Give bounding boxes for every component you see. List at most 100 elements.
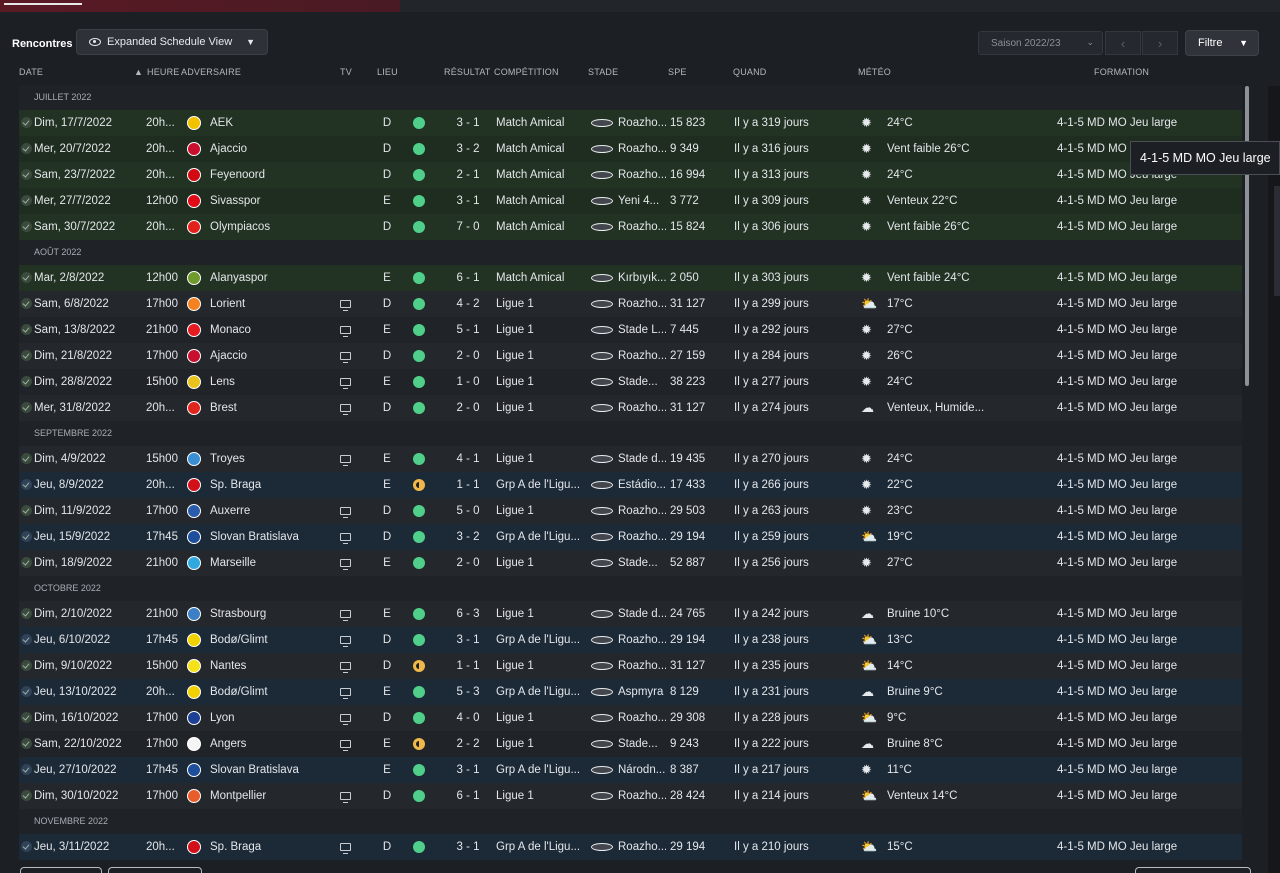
match-result[interactable]: 2 - 0: [456, 402, 480, 414]
opponent-link[interactable]: Lyon: [210, 712, 235, 724]
match-result[interactable]: 4 - 1: [456, 453, 480, 465]
opponent-link[interactable]: Ajaccio: [210, 143, 248, 155]
opponent-link[interactable]: Sivasspor: [210, 195, 261, 207]
competition-link[interactable]: Match Amical: [496, 143, 565, 155]
opponent-link[interactable]: Angers: [210, 738, 247, 750]
competition-link[interactable]: Ligue 1: [496, 350, 534, 362]
match-result[interactable]: 3 - 1: [456, 195, 480, 207]
header-quand[interactable]: QUAND: [733, 67, 767, 77]
fixture-row[interactable]: Jeu, 15/9/2022 17h45 Slovan Bratislava D…: [19, 524, 1242, 550]
stadium-link[interactable]: Estádio...: [618, 479, 666, 491]
view-selector-button[interactable]: Expanded Schedule View ▼: [76, 29, 268, 55]
stadium-link[interactable]: Roazho...: [618, 169, 666, 181]
season-dropdown[interactable]: Saison 2022/23 ⌄: [978, 31, 1103, 55]
competition-link[interactable]: Grp A de l'Ligu...: [496, 764, 581, 776]
competition-link[interactable]: Ligue 1: [496, 660, 534, 672]
header-resultat[interactable]: RÉSULTAT: [444, 67, 491, 77]
fixture-row[interactable]: Dim, 11/9/2022 17h00 Auxerre D 5 - 0 Lig…: [19, 498, 1242, 524]
opponent-link[interactable]: Slovan Bratislava: [210, 764, 299, 776]
opponent-link[interactable]: Feyenoord: [210, 169, 265, 181]
competition-link[interactable]: Match Amical: [496, 272, 565, 284]
fixture-row[interactable]: Jeu, 6/10/2022 17h45 Bodø/Glimt D 3 - 1 …: [19, 627, 1242, 653]
stadium-link[interactable]: Roazho...: [618, 143, 666, 155]
stadium-link[interactable]: Roazho...: [618, 660, 666, 672]
competition-link[interactable]: Match Amical: [496, 221, 565, 233]
bottom-button-3[interactable]: [1135, 867, 1251, 873]
competition-link[interactable]: Ligue 1: [496, 376, 534, 388]
match-result[interactable]: 5 - 0: [456, 505, 480, 517]
competition-link[interactable]: Ligue 1: [496, 453, 534, 465]
stadium-link[interactable]: Roazho...: [618, 505, 666, 517]
fixture-row[interactable]: Dim, 28/8/2022 15h00 Lens E 1 - 0 Ligue …: [19, 369, 1242, 395]
opponent-link[interactable]: AEK: [210, 117, 234, 129]
opponent-link[interactable]: Lorient: [210, 298, 246, 310]
stadium-link[interactable]: Roazho...: [618, 402, 666, 414]
competition-link[interactable]: Ligue 1: [496, 557, 534, 569]
stadium-link[interactable]: Roazho...: [618, 117, 666, 129]
competition-link[interactable]: Grp A de l'Ligu...: [496, 634, 581, 646]
next-season-button[interactable]: ›: [1142, 31, 1178, 55]
match-result[interactable]: 2 - 2: [456, 738, 480, 750]
competition-link[interactable]: Match Amical: [496, 169, 565, 181]
match-result[interactable]: 3 - 1: [456, 764, 480, 776]
fixture-row[interactable]: Dim, 21/8/2022 17h00 Ajaccio D 2 - 0 Lig…: [19, 343, 1242, 369]
header-competition[interactable]: COMPÉTITION: [494, 67, 559, 77]
fixture-row[interactable]: Mer, 27/7/2022 12h00 Sivasspor E 3 - 1 M…: [19, 188, 1242, 214]
competition-link[interactable]: Ligue 1: [496, 298, 534, 310]
match-result[interactable]: 6 - 1: [456, 790, 480, 802]
stadium-link[interactable]: Roazho...: [618, 221, 666, 233]
stadium-link[interactable]: Stade...: [618, 557, 658, 569]
fixture-row[interactable]: Dim, 2/10/2022 21h00 Strasbourg E 6 - 3 …: [19, 601, 1242, 627]
competition-link[interactable]: Grp A de l'Ligu...: [496, 841, 581, 853]
competition-link[interactable]: Ligue 1: [496, 738, 534, 750]
previous-season-button[interactable]: ‹: [1105, 31, 1141, 55]
fixture-row[interactable]: Sam, 22/10/2022 17h00 Angers E 2 - 2 Lig…: [19, 731, 1242, 757]
competition-link[interactable]: Match Amical: [496, 117, 565, 129]
stadium-link[interactable]: Stade...: [618, 738, 658, 750]
opponent-link[interactable]: Nantes: [210, 660, 247, 672]
opponent-link[interactable]: Brest: [210, 402, 237, 414]
fixture-row[interactable]: Sam, 13/8/2022 21h00 Monaco E 5 - 1 Ligu…: [19, 317, 1242, 343]
header-heure[interactable]: HEURE: [147, 67, 180, 77]
opponent-link[interactable]: Montpellier: [210, 790, 267, 802]
opponent-link[interactable]: Sp. Braga: [210, 479, 262, 491]
header-tv[interactable]: TV: [340, 67, 352, 77]
stadium-link[interactable]: Roazho...: [618, 634, 666, 646]
opponent-link[interactable]: Olympiacos: [210, 221, 271, 233]
fixture-row[interactable]: Dim, 17/7/2022 20h... AEK D 3 - 1 Match …: [19, 110, 1242, 136]
competition-link[interactable]: Ligue 1: [496, 790, 534, 802]
scrollbar[interactable]: [1245, 86, 1249, 386]
fixture-row[interactable]: Sam, 6/8/2022 17h00 Lorient D 4 - 2 Ligu…: [19, 291, 1242, 317]
header-lieu[interactable]: LIEU: [377, 67, 398, 77]
stadium-link[interactable]: Roazho...: [618, 350, 666, 362]
fixture-row[interactable]: Jeu, 13/10/2022 20h... Bodø/Glimt E 5 - …: [19, 679, 1242, 705]
match-result[interactable]: 1 - 0: [456, 376, 480, 388]
competition-link[interactable]: Ligue 1: [496, 324, 534, 336]
match-result[interactable]: 2 - 1: [456, 169, 480, 181]
stadium-link[interactable]: Stade...: [618, 376, 658, 388]
fixture-row[interactable]: Dim, 4/9/2022 15h00 Troyes E 4 - 1 Ligue…: [19, 446, 1242, 472]
match-result[interactable]: 3 - 1: [456, 634, 480, 646]
opponent-link[interactable]: Troyes: [210, 453, 245, 465]
match-result[interactable]: 3 - 1: [456, 117, 480, 129]
competition-link[interactable]: Match Amical: [496, 195, 565, 207]
stadium-link[interactable]: Aspmyra: [618, 686, 664, 698]
bottom-button-2[interactable]: [108, 867, 202, 873]
opponent-link[interactable]: Marseille: [210, 557, 257, 569]
stadium-link[interactable]: Roazho...: [618, 790, 666, 802]
opponent-link[interactable]: Strasbourg: [210, 608, 267, 620]
filter-button[interactable]: Filtre ▼: [1185, 30, 1259, 56]
stadium-link[interactable]: Stade d...: [618, 453, 666, 465]
opponent-link[interactable]: Alanyaspor: [210, 272, 268, 284]
competition-link[interactable]: Ligue 1: [496, 712, 534, 724]
fixture-row[interactable]: Dim, 9/10/2022 15h00 Nantes D 1 - 1 Ligu…: [19, 653, 1242, 679]
stadium-link[interactable]: Roazho...: [618, 841, 666, 853]
competition-link[interactable]: Grp A de l'Ligu...: [496, 686, 581, 698]
opponent-link[interactable]: Bodø/Glimt: [210, 686, 268, 698]
stadium-link[interactable]: Kırbıyık...: [618, 272, 666, 284]
opponent-link[interactable]: Ajaccio: [210, 350, 248, 362]
opponent-link[interactable]: Slovan Bratislava: [210, 531, 299, 543]
match-result[interactable]: 1 - 1: [456, 660, 480, 672]
opponent-link[interactable]: Bodø/Glimt: [210, 634, 268, 646]
header-stade[interactable]: STADE: [588, 67, 619, 77]
